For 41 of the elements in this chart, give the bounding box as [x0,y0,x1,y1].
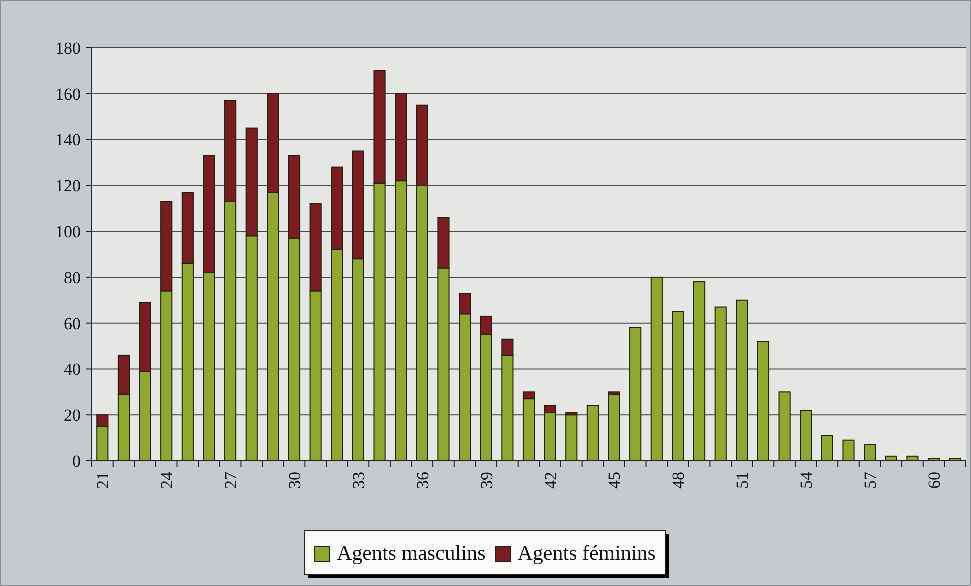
y-tick-label: 100 [56,222,81,242]
bar [736,300,748,462]
legend-label: Agents féminins [518,541,656,565]
y-tick-label: 60 [64,314,81,334]
bar [821,435,834,462]
bar [800,410,812,462]
x-tick-label: 48 [669,472,688,489]
y-tick-label: 160 [56,84,81,104]
x-tick-label: 39 [477,472,496,489]
bar [778,392,791,462]
bar [608,394,620,462]
y-tick-label: 180 [56,38,81,58]
x-tick-label: 21 [94,472,113,489]
y-tick-label: 0 [72,452,81,471]
legend-label: Agents masculins [337,541,486,565]
bar [630,327,642,462]
x-tick-label: 54 [797,472,816,489]
bar [650,276,663,462]
x-tick-label: 33 [349,472,368,489]
x-tick-label: 60 [924,472,944,489]
y-tick-label: 40 [64,360,81,380]
x-tick-label: 57 [861,472,880,489]
bar [864,444,876,462]
x-tick-label: 30 [285,472,304,489]
x-tick-label: 27 [222,472,241,489]
y-tick-label: 20 [64,406,81,426]
bar [757,341,770,462]
bar [842,440,855,462]
bar [693,282,706,462]
y-tick-label: 120 [56,176,81,196]
y-tick-label: 80 [64,268,81,288]
x-tick-label: 45 [605,472,624,489]
bar [672,311,684,462]
y-tick-label: 140 [56,130,81,150]
bar [566,414,578,462]
bar [714,306,727,462]
x-tick-label: 24 [158,472,177,489]
x-tick-label: 36 [413,472,432,489]
bar [586,405,599,462]
x-tick-label: 42 [541,472,560,489]
x-tick-label: 51 [733,472,752,489]
